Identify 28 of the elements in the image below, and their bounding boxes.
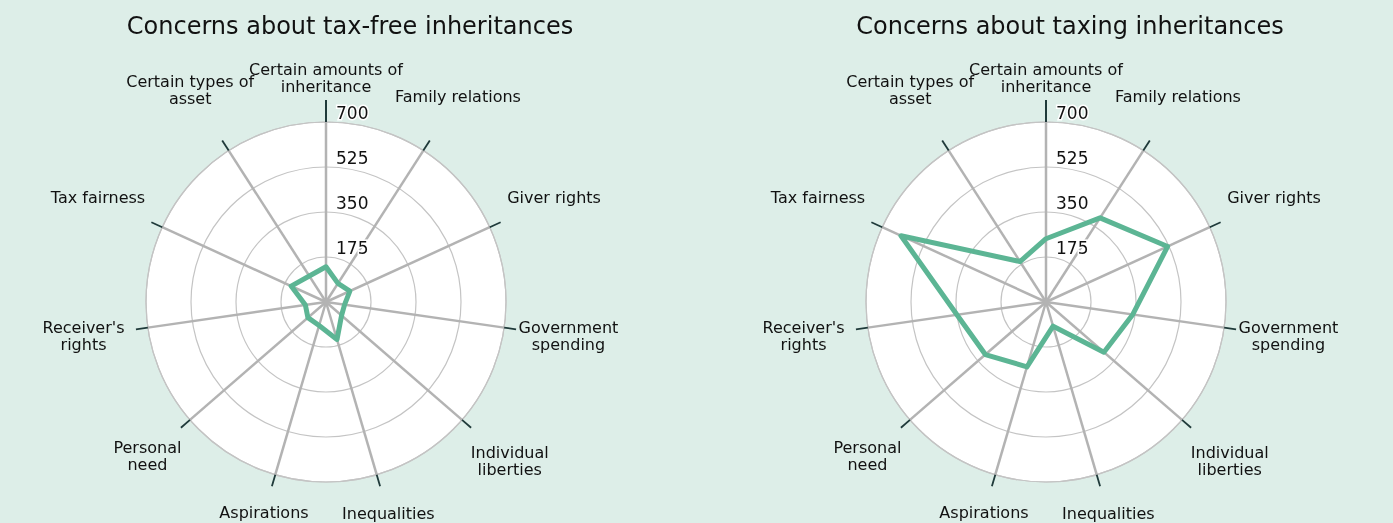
spoke-label: Family relations xyxy=(1115,86,1241,106)
spoke-label: Receiver's rights xyxy=(42,318,125,355)
chart-title: Concerns about taxing inheritances xyxy=(856,12,1284,40)
spoke-label: Receiver's rights xyxy=(762,318,845,355)
spoke-label: Inequalities xyxy=(1062,504,1155,523)
spoke-label: Giver rights xyxy=(1227,187,1321,207)
spoke-label: Personal need xyxy=(113,438,182,475)
y-tick-label: 525 xyxy=(1056,148,1089,168)
chart-title: Concerns about tax-free inheritances xyxy=(126,12,574,40)
spoke-label: Individual liberties xyxy=(470,442,549,479)
y-tick-label: 350 xyxy=(336,193,369,213)
y-tick-label: 525 xyxy=(336,148,369,168)
spoke-label: Personal need xyxy=(833,438,902,475)
y-tick-label: 350 xyxy=(1056,193,1089,213)
spoke-label: Tax fairness xyxy=(769,187,866,207)
spoke-label: Tax fairness xyxy=(49,187,146,207)
spoke-label: Aspirations xyxy=(219,503,309,523)
spoke-label: Government spending xyxy=(1238,318,1339,355)
spoke-label: Individual liberties xyxy=(1190,442,1269,479)
y-tick-label: 700 xyxy=(336,103,369,123)
y-tick-label: 700 xyxy=(1056,103,1089,123)
spoke-label: Aspirations xyxy=(939,503,1029,523)
spoke-label: Inequalities xyxy=(342,504,435,523)
y-tick-label: 175 xyxy=(1056,238,1089,258)
spoke-label: Government spending xyxy=(518,318,619,355)
spoke-label: Giver rights xyxy=(507,187,601,207)
y-tick-label: 175 xyxy=(336,238,369,258)
spoke-label: Family relations xyxy=(395,86,521,106)
